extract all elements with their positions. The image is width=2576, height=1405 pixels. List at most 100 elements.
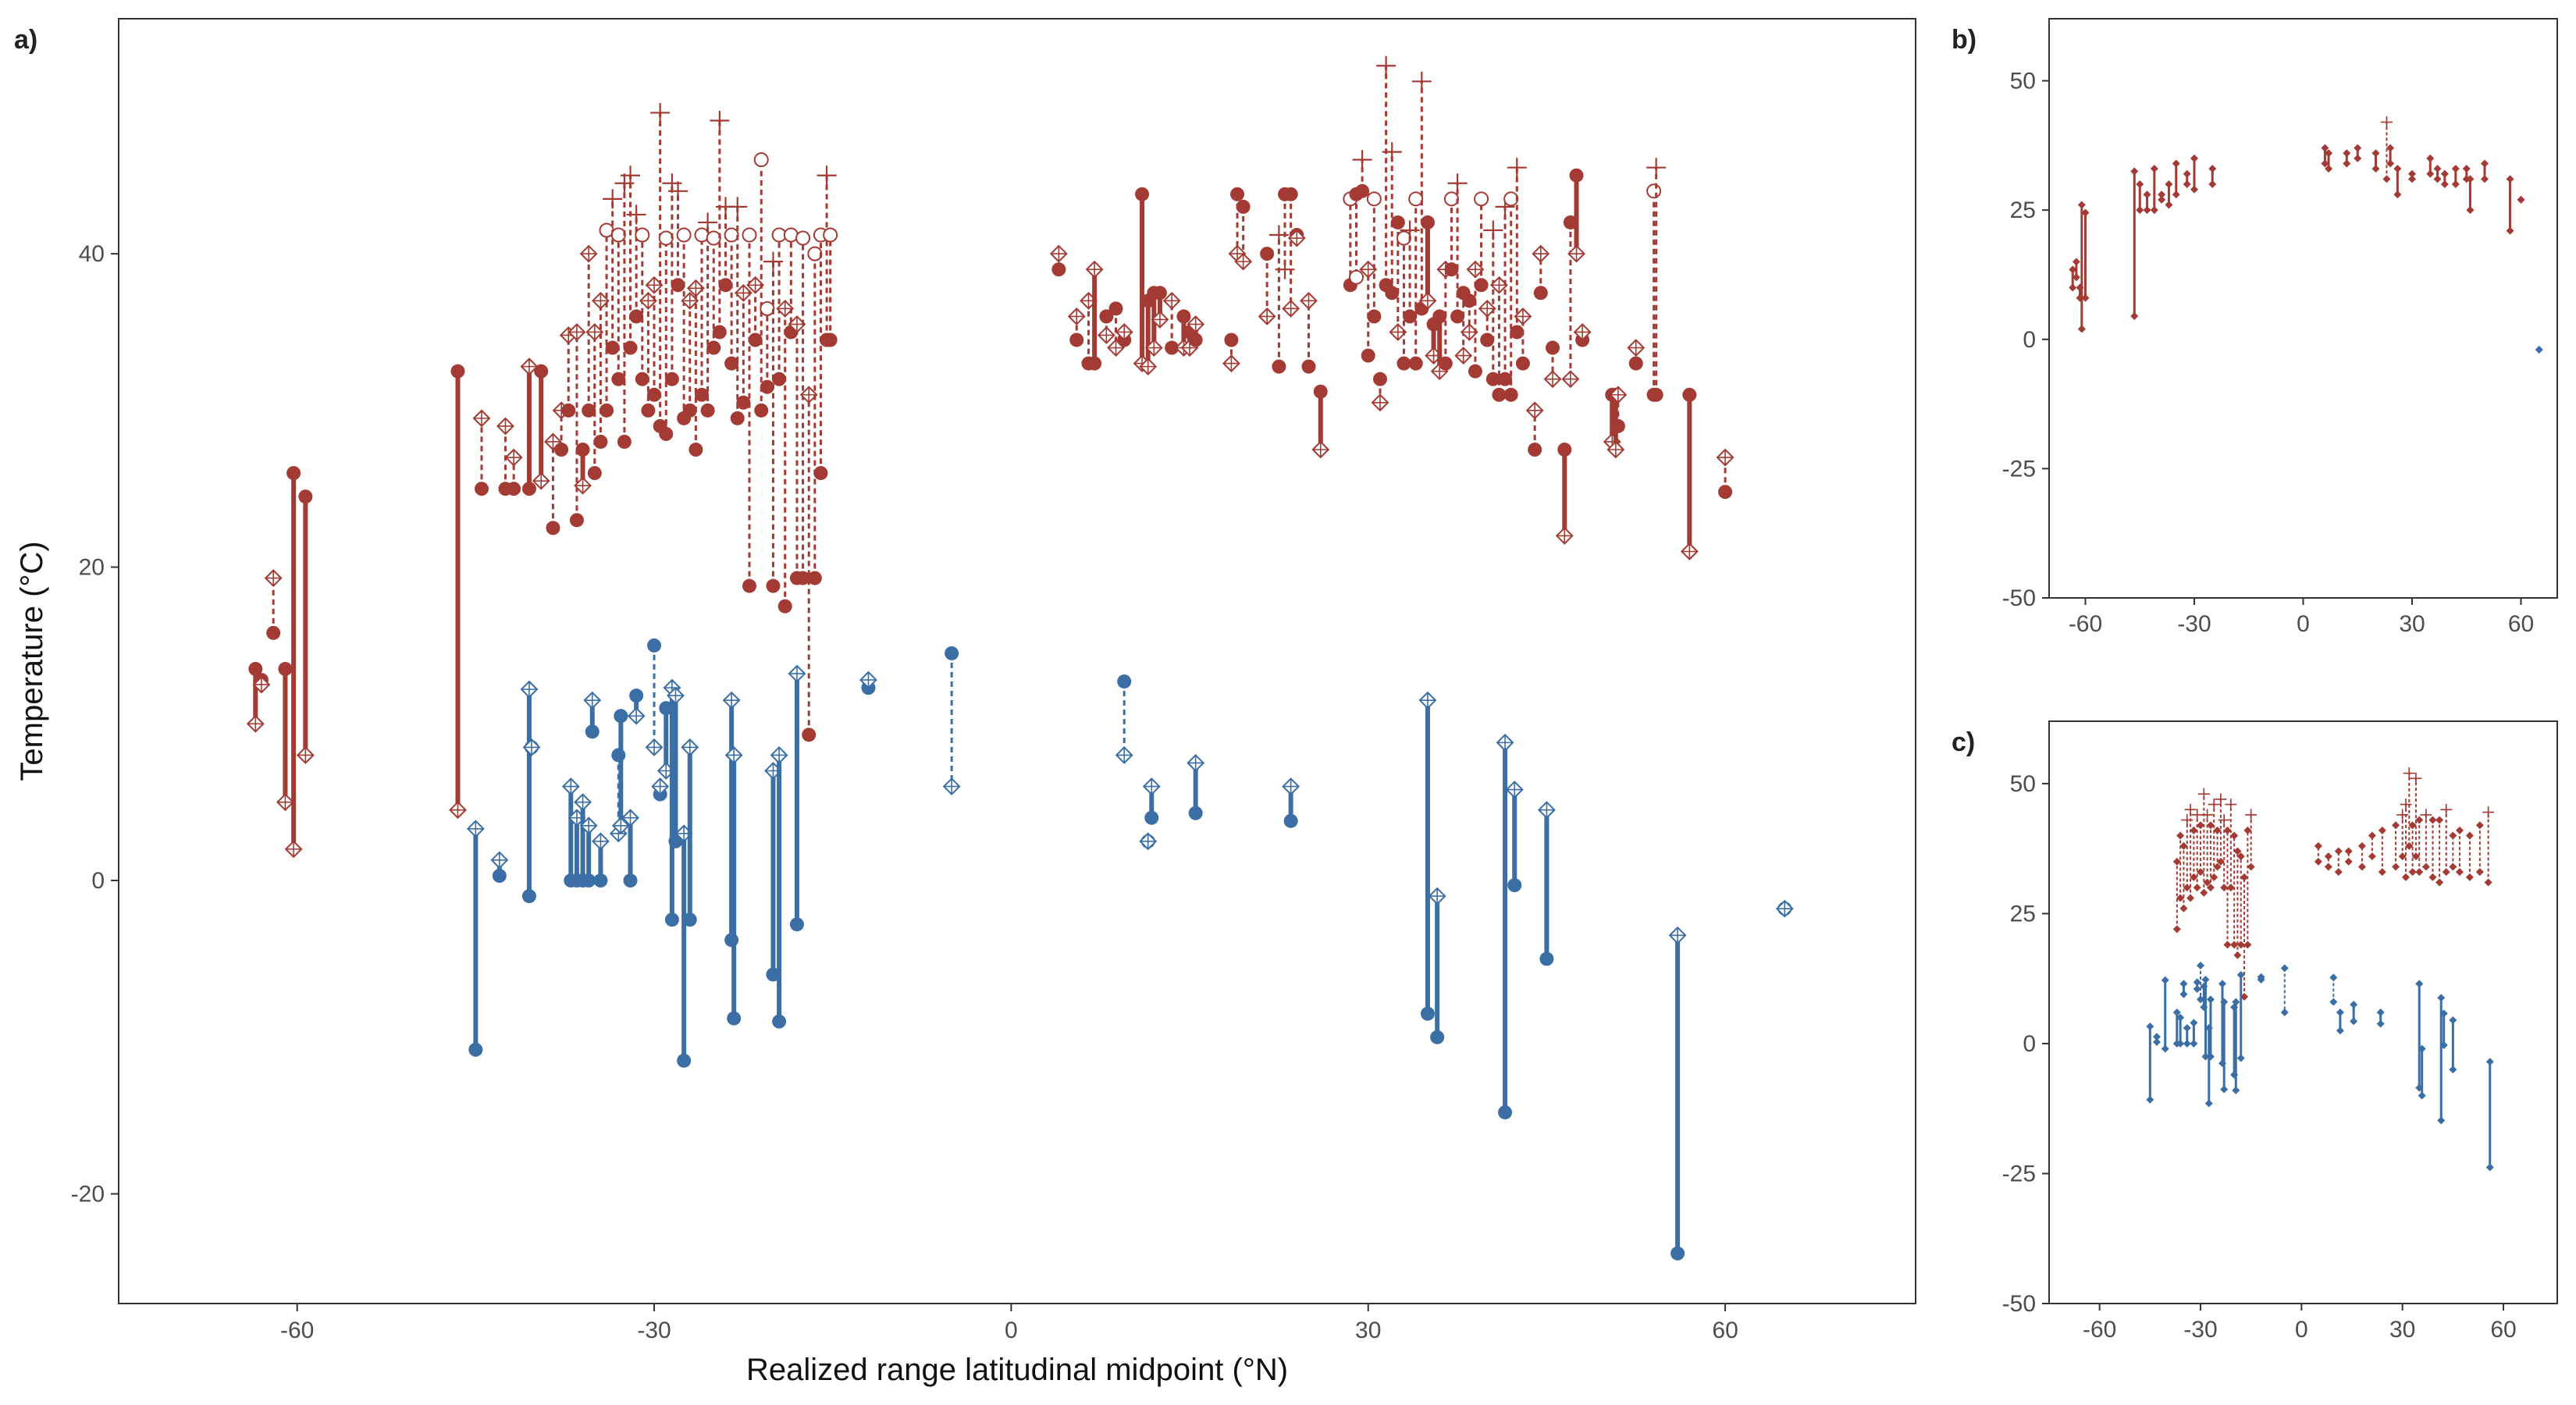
potential-diamond-marker: [645, 738, 664, 756]
warm-range-pair: [1503, 191, 1519, 402]
realized-point: [1480, 333, 1495, 347]
realized-point: [474, 482, 489, 496]
potential-diamond-marker: [1222, 354, 1240, 373]
potential-diamond-marker: [561, 777, 580, 795]
realized-point: [1313, 384, 1328, 399]
realized-point: [2382, 175, 2391, 183]
warm-range-pair: [2208, 165, 2217, 188]
warm-range-pair: [1646, 158, 1667, 402]
potential-circle-marker: [724, 227, 739, 243]
warm-range-pair: [585, 323, 604, 481]
warm-range-pair: [264, 569, 283, 640]
cold-range-pair: [2206, 995, 2215, 1061]
y-tick-label: 50: [2010, 69, 2036, 94]
cold-range-pair: [942, 646, 961, 795]
realized-point: [2376, 1019, 2385, 1028]
realized-point: [2485, 1163, 2494, 1172]
warm-range-pair: [1348, 187, 1364, 285]
y-tick-label: 0: [2023, 327, 2036, 353]
potential-diamond-marker: [1067, 307, 1086, 325]
warm-range-pair: [1352, 150, 1372, 198]
realized-point: [582, 403, 596, 418]
potential-point: [2455, 826, 2464, 834]
realized-point: [635, 372, 649, 386]
cold-range-pair: [522, 738, 541, 756]
realized-point: [945, 646, 959, 660]
cold-range-pair: [1428, 887, 1446, 1044]
realized-point: [777, 599, 792, 614]
potential-plus-marker: [1411, 71, 1432, 91]
realized-point: [521, 482, 536, 496]
x-tick-label: 30: [2389, 1317, 2415, 1343]
potential-point: [2485, 1058, 2494, 1066]
x-tick-label: -60: [2069, 611, 2102, 637]
potential-diamond-marker: [1144, 339, 1163, 357]
potential-point: [2236, 852, 2245, 861]
potential-plus-marker: [650, 102, 671, 123]
realized-point: [2428, 873, 2437, 881]
realized-point: [1152, 286, 1167, 301]
realized-point: [671, 278, 685, 293]
warm-range-pair: [1115, 323, 1133, 347]
warm-range-pair: [252, 673, 271, 694]
realized-point: [1498, 372, 1513, 386]
potential-diamond-marker: [296, 746, 315, 764]
potential-diamond-marker: [1151, 310, 1169, 329]
realized-point: [2190, 185, 2198, 194]
potential-diamond-marker: [651, 777, 670, 795]
warm-range-pair: [544, 432, 562, 535]
potential-plus-marker: [626, 205, 646, 225]
potential-diamond-marker: [1371, 393, 1389, 412]
potential-plus-marker: [1447, 173, 1468, 194]
potential-point: [2408, 169, 2416, 178]
panel-c-y-ticks: -50 -25 0 25 50: [2002, 771, 2049, 1317]
potential-point: [2415, 816, 2424, 824]
warm-range-pair: [2334, 847, 2343, 877]
warm-range-pair: [2245, 809, 2258, 871]
realized-point: [266, 625, 281, 640]
realized-point: [1444, 262, 1459, 277]
panel-a: a) -60 -30 0 30 60 -20 0 20 40 Realized range l…: [14, 18, 1916, 1387]
potential-plus-marker: [710, 110, 730, 130]
potential-point: [2193, 985, 2201, 994]
potential-circle-marker: [795, 230, 811, 246]
potential-plus-marker: [817, 165, 837, 186]
realized-point: [623, 340, 638, 355]
potential-circle-marker: [823, 227, 838, 243]
warm-range-pair: [520, 357, 539, 496]
realized-point: [1301, 359, 1316, 374]
realized-point: [1420, 215, 1435, 229]
series-cold: [466, 638, 1794, 1261]
warm-range-pair: [1151, 286, 1169, 329]
potential-plus-marker: [1352, 150, 1372, 170]
potential-plus-marker: [728, 197, 748, 217]
realized-point: [1355, 183, 1370, 198]
warm-range-pair: [2201, 809, 2214, 887]
realized-point: [2386, 159, 2395, 168]
cold-range-pair: [611, 709, 630, 835]
warm-range-pair: [246, 662, 265, 733]
realized-point: [1682, 387, 1697, 402]
realized-point: [789, 917, 804, 932]
potential-point: [2449, 831, 2457, 840]
warm-range-pair: [599, 222, 614, 418]
realized-point: [2236, 941, 2245, 949]
warm-range-pair: [1067, 307, 1086, 347]
potential-diamond-marker: [1567, 244, 1585, 263]
potential-diamond-marker: [585, 323, 604, 341]
potential-plus-marker: [2197, 788, 2210, 800]
warm-range-pair: [2215, 793, 2227, 866]
warm-range-pair: [1396, 230, 1411, 371]
warm-range-pair: [1371, 372, 1389, 412]
realized-point: [2442, 868, 2450, 877]
realized-point: [2069, 265, 2077, 274]
potential-point: [2146, 1022, 2154, 1030]
warm-range-pair: [2213, 826, 2222, 871]
potential-diamond-marker: [1478, 299, 1496, 318]
potential-diamond-marker: [1627, 339, 1646, 357]
realized-point: [1462, 293, 1477, 308]
potential-plus-marker: [2420, 809, 2432, 821]
potential-point: [2206, 995, 2215, 1004]
potential-diamond-marker: [592, 832, 610, 851]
realized-point: [585, 724, 600, 739]
